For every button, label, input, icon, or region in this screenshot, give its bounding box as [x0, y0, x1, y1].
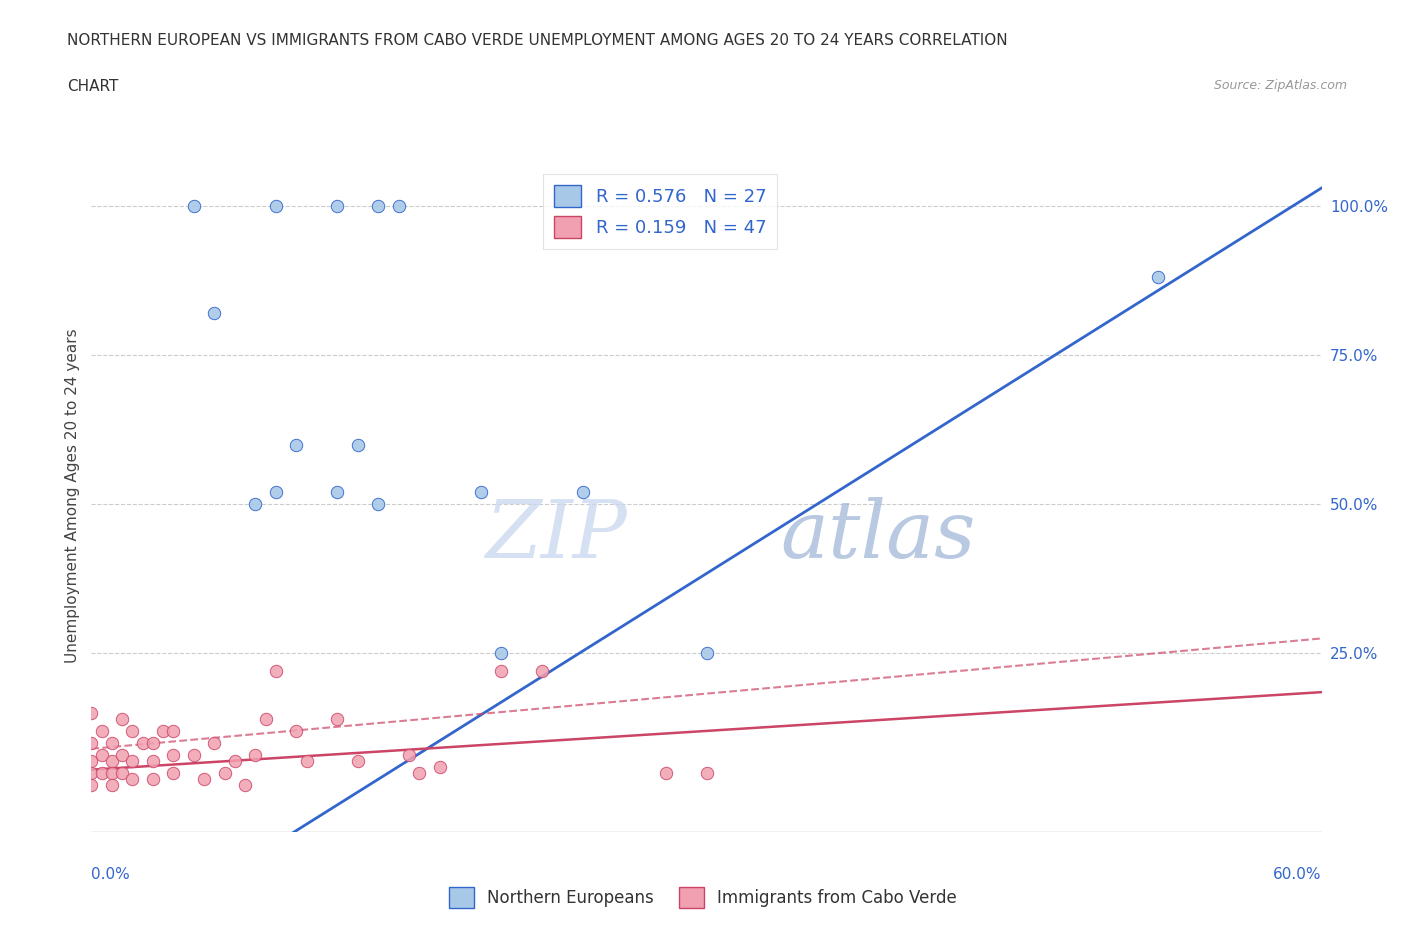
Point: [183, 748, 205, 763]
Legend: Northern Europeans, Immigrants from Cabo Verde: Northern Europeans, Immigrants from Cabo…: [443, 881, 963, 914]
Point: [202, 306, 225, 321]
Text: 0.0%: 0.0%: [91, 867, 131, 882]
Point: [111, 765, 134, 780]
Point: [90, 724, 112, 738]
Point: [101, 753, 124, 768]
Point: [367, 198, 389, 213]
Point: [408, 765, 430, 780]
Point: [347, 753, 370, 768]
Point: [162, 724, 184, 738]
Point: [80, 706, 103, 721]
Y-axis label: Unemployment Among Ages 20 to 24 years: Unemployment Among Ages 20 to 24 years: [65, 328, 80, 662]
Point: [101, 765, 124, 780]
Point: [429, 759, 451, 774]
Text: Source: ZipAtlas.com: Source: ZipAtlas.com: [1213, 79, 1347, 92]
Text: ZIP: ZIP: [485, 497, 627, 575]
Point: [470, 485, 492, 499]
Point: [326, 198, 349, 213]
Point: [142, 753, 165, 768]
Point: [285, 724, 308, 738]
Point: [90, 748, 112, 763]
Point: [162, 748, 184, 763]
Point: [245, 497, 267, 512]
Point: [111, 748, 134, 763]
Point: [80, 777, 103, 792]
Point: [90, 765, 112, 780]
Point: [264, 485, 287, 499]
Point: [491, 646, 513, 661]
Point: [214, 765, 236, 780]
Point: [531, 664, 554, 679]
Point: [142, 771, 165, 786]
Point: [654, 765, 676, 780]
Point: [1146, 270, 1168, 285]
Point: [264, 664, 287, 679]
Point: [398, 748, 420, 763]
Point: [347, 437, 370, 452]
Point: [202, 736, 225, 751]
Point: [142, 736, 165, 751]
Point: [183, 198, 205, 213]
Point: [80, 753, 103, 768]
Point: [233, 777, 256, 792]
Point: [572, 485, 595, 499]
Point: [491, 664, 513, 679]
Text: CHART: CHART: [67, 79, 120, 94]
Point: [101, 777, 124, 792]
Point: [152, 724, 174, 738]
Point: [121, 753, 143, 768]
Point: [80, 765, 103, 780]
Point: [695, 646, 717, 661]
Point: [101, 736, 124, 751]
Point: [695, 765, 717, 780]
Point: [193, 771, 215, 786]
Point: [326, 711, 349, 726]
Point: [285, 437, 308, 452]
Point: [121, 724, 143, 738]
Point: [367, 497, 389, 512]
Point: [224, 753, 246, 768]
Text: 60.0%: 60.0%: [1274, 867, 1322, 882]
Point: [326, 485, 349, 499]
Point: [111, 711, 134, 726]
Point: [80, 736, 103, 751]
Text: NORTHERN EUROPEAN VS IMMIGRANTS FROM CABO VERDE UNEMPLOYMENT AMONG AGES 20 TO 24: NORTHERN EUROPEAN VS IMMIGRANTS FROM CAB…: [67, 33, 1008, 47]
Legend: R = 0.576   N = 27, R = 0.159   N = 47: R = 0.576 N = 27, R = 0.159 N = 47: [543, 174, 778, 248]
Text: atlas: atlas: [780, 497, 976, 575]
Point: [245, 748, 267, 763]
Point: [264, 198, 287, 213]
Point: [131, 736, 153, 751]
Point: [388, 198, 411, 213]
Point: [295, 753, 318, 768]
Point: [254, 711, 277, 726]
Point: [121, 771, 143, 786]
Point: [162, 765, 184, 780]
